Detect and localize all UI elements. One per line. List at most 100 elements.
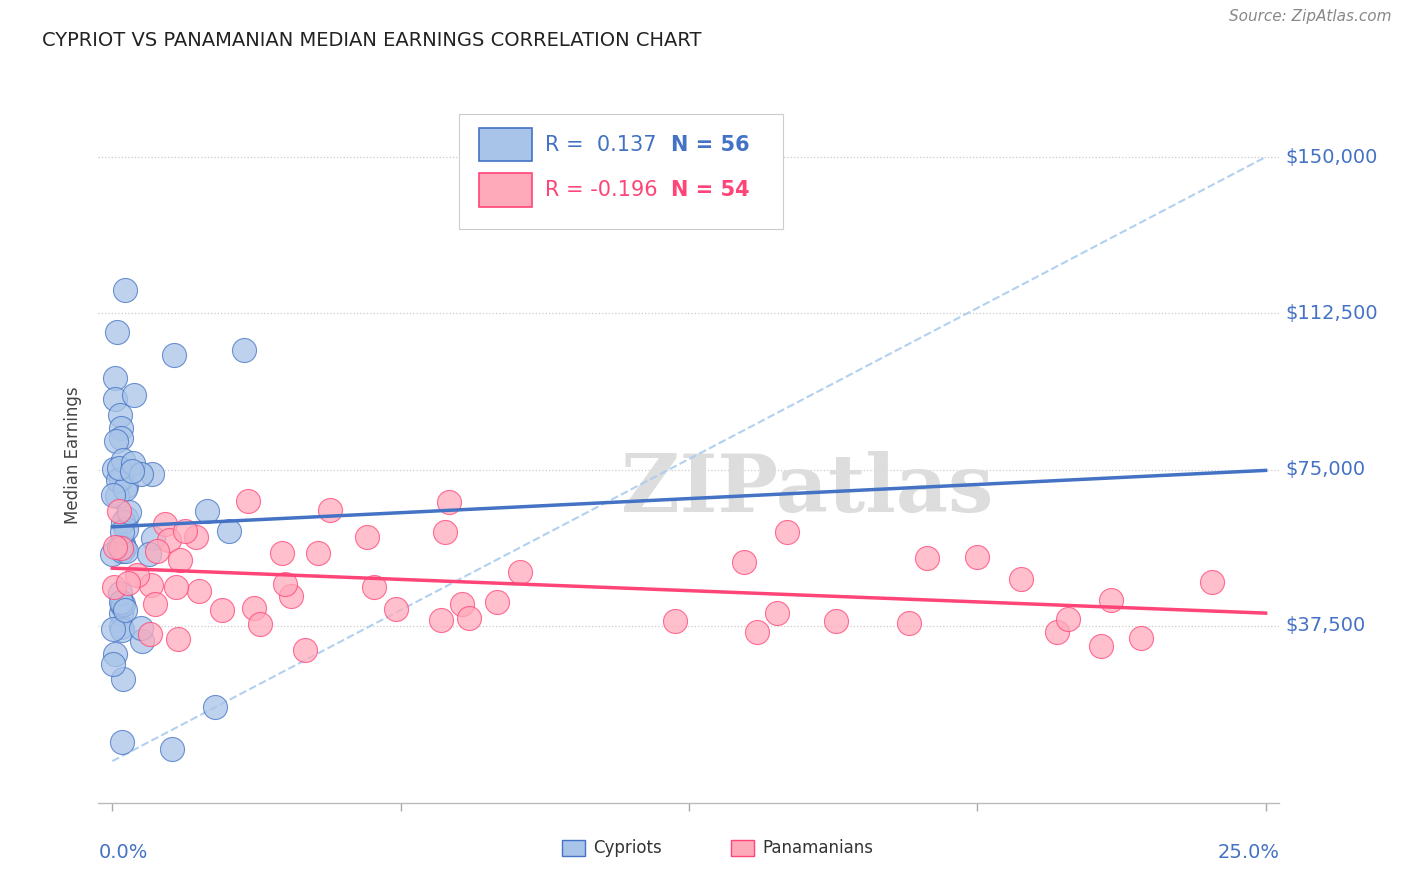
- Point: [114, 522, 136, 536]
- Point: [157, 533, 180, 548]
- Point: [112, 672, 135, 686]
- Point: [184, 531, 207, 545]
- Point: [356, 530, 378, 544]
- Point: [451, 597, 474, 611]
- Point: [114, 479, 136, 493]
- Point: [125, 568, 148, 582]
- Text: Source: ZipAtlas.com: Source: ZipAtlas.com: [1229, 9, 1392, 24]
- Point: [319, 502, 342, 516]
- Point: [105, 489, 128, 503]
- Point: [111, 537, 134, 551]
- Point: [664, 615, 686, 629]
- Point: [143, 597, 166, 611]
- Point: [129, 467, 152, 482]
- Point: [280, 589, 302, 603]
- Point: [139, 626, 162, 640]
- Text: Panamanians: Panamanians: [762, 839, 873, 857]
- FancyBboxPatch shape: [458, 114, 783, 229]
- Point: [114, 482, 136, 496]
- Point: [110, 620, 132, 634]
- Text: 0.0%: 0.0%: [98, 843, 148, 862]
- Point: [141, 531, 163, 545]
- Text: R =  0.137: R = 0.137: [546, 135, 657, 154]
- Point: [274, 577, 297, 591]
- Point: [111, 623, 134, 637]
- Text: R = -0.196: R = -0.196: [546, 180, 658, 200]
- Point: [101, 657, 124, 671]
- Text: CYPRIOT VS PANAMANIAN MEDIAN EARNINGS CORRELATION CHART: CYPRIOT VS PANAMANIAN MEDIAN EARNINGS CO…: [42, 31, 702, 50]
- Point: [966, 550, 988, 565]
- Point: [108, 586, 131, 600]
- Point: [165, 580, 187, 594]
- Point: [776, 525, 799, 540]
- Point: [104, 647, 127, 661]
- Point: [174, 524, 197, 538]
- Point: [112, 453, 135, 467]
- Point: [105, 325, 128, 339]
- Text: $150,000: $150,000: [1285, 147, 1378, 167]
- Text: 25.0%: 25.0%: [1218, 843, 1279, 862]
- Point: [437, 495, 460, 509]
- Point: [112, 541, 135, 555]
- Point: [163, 348, 186, 362]
- FancyBboxPatch shape: [478, 173, 531, 207]
- Point: [385, 602, 408, 616]
- Point: [162, 741, 184, 756]
- Point: [110, 606, 132, 620]
- Point: [104, 540, 127, 554]
- Point: [242, 600, 264, 615]
- Point: [733, 555, 755, 569]
- Point: [211, 603, 233, 617]
- Point: [111, 735, 134, 749]
- Point: [101, 623, 124, 637]
- Point: [103, 581, 125, 595]
- Point: [131, 634, 153, 648]
- Point: [270, 545, 292, 559]
- Point: [107, 473, 129, 487]
- Point: [114, 603, 136, 617]
- Point: [1201, 574, 1223, 589]
- Point: [110, 595, 132, 609]
- Point: [233, 343, 256, 358]
- Point: [1046, 624, 1069, 639]
- Point: [430, 613, 453, 627]
- Point: [363, 581, 385, 595]
- Point: [103, 461, 125, 475]
- Point: [188, 584, 211, 599]
- Point: [121, 465, 143, 479]
- Point: [114, 510, 136, 524]
- Point: [107, 540, 129, 554]
- Point: [236, 494, 259, 508]
- Point: [118, 505, 141, 519]
- Text: N = 54: N = 54: [671, 180, 749, 200]
- Point: [138, 547, 160, 561]
- Text: $112,500: $112,500: [1285, 304, 1378, 323]
- Point: [110, 431, 132, 445]
- Point: [115, 544, 138, 558]
- Point: [915, 550, 938, 565]
- Point: [111, 524, 134, 539]
- Point: [1090, 639, 1112, 653]
- Point: [294, 642, 316, 657]
- Point: [766, 606, 789, 620]
- Point: [105, 434, 128, 449]
- Y-axis label: Median Earnings: Median Earnings: [65, 386, 83, 524]
- Point: [110, 421, 132, 435]
- Point: [1056, 612, 1078, 626]
- Point: [108, 504, 131, 518]
- Point: [108, 460, 131, 475]
- Point: [898, 616, 921, 631]
- Point: [122, 456, 145, 470]
- Point: [204, 700, 226, 714]
- Point: [825, 614, 848, 628]
- Text: $75,000: $75,000: [1285, 460, 1365, 479]
- FancyBboxPatch shape: [478, 128, 531, 161]
- Point: [745, 624, 768, 639]
- Point: [112, 597, 135, 611]
- Point: [1099, 592, 1122, 607]
- Text: ZIPatlas: ZIPatlas: [621, 450, 993, 529]
- Point: [509, 565, 531, 579]
- Text: Cypriots: Cypriots: [593, 839, 662, 857]
- Point: [111, 598, 134, 612]
- Point: [139, 578, 162, 592]
